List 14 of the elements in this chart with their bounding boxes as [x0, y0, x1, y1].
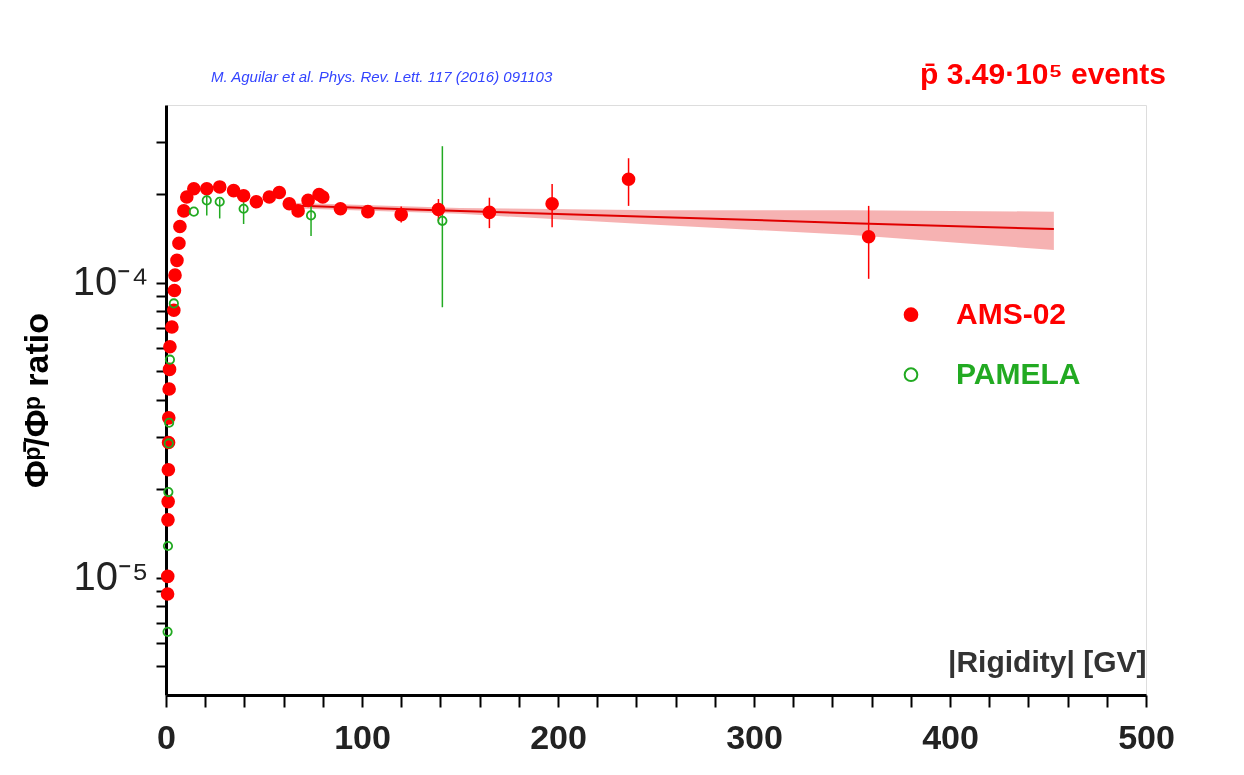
y-tick-label: 10⁻⁴ [72, 259, 149, 304]
x-tick-label: 400 [922, 717, 979, 756]
text: p̄ 3.49·10⁵ events [920, 57, 1166, 90]
x-tick-label: 200 [530, 717, 587, 756]
legend-label: AMS-02 [956, 296, 1067, 330]
x-axis-title: |Rigidity| [GV] [948, 644, 1147, 678]
x-tick-label: 0 [157, 717, 176, 756]
x-tick-label: 500 [1118, 717, 1175, 756]
y-tick-label: 10⁻⁵ [73, 554, 149, 599]
x-tick-label: 100 [334, 717, 391, 756]
legend-label: PAMELA [956, 356, 1081, 390]
x-tick-label: 300 [726, 717, 783, 756]
text: M. Aguilar et al. Phys. Rev. Lett. 117 (2016) 091103 [210, 68, 553, 85]
y-axis-title: Φᵖ̄/Φᵖ ratio [16, 313, 55, 488]
